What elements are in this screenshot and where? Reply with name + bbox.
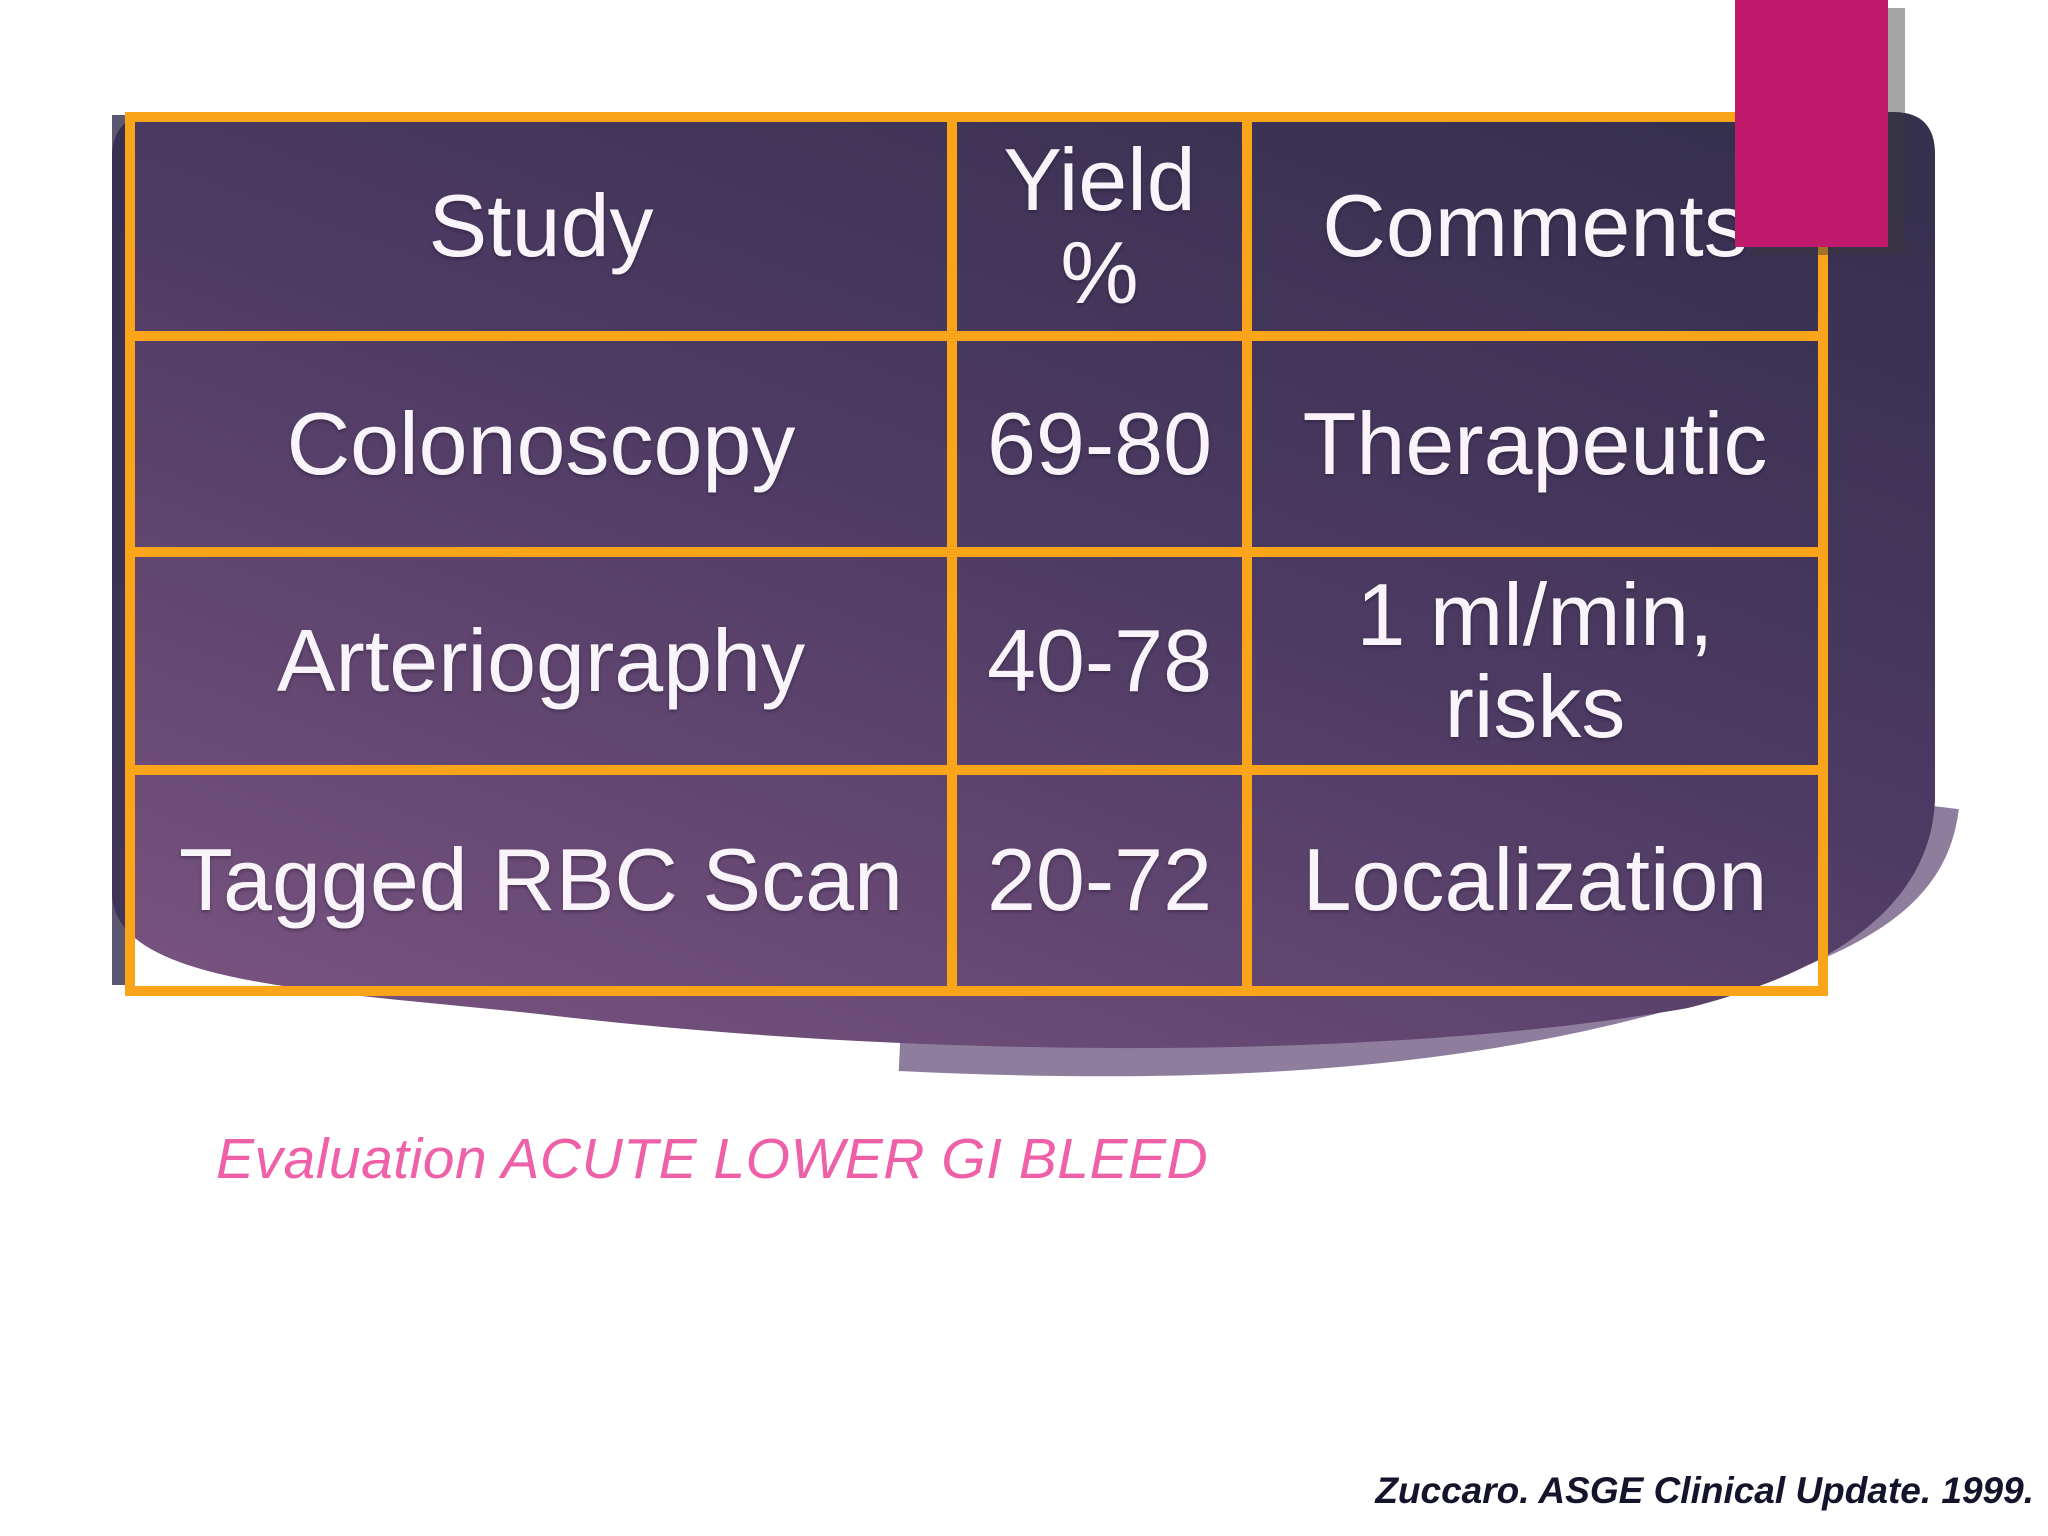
- header-cell-comments: Comments: [1252, 122, 1818, 341]
- accent-rectangle: [1735, 0, 1888, 247]
- slide-caption: Evaluation ACUTE LOWER GI BLEED: [216, 1127, 1209, 1191]
- cell-comments-1: 1 ml/min, risks: [1252, 557, 1818, 775]
- header-cell-yield: Yield %: [957, 122, 1252, 341]
- cell-yield-1: 40-78: [957, 557, 1252, 775]
- study-yield-table: Study Yield % Comments Colonoscopy 69-80…: [125, 112, 1828, 996]
- purple-gradient-panel: [112, 112, 1935, 1049]
- cell-yield-2: 20-72: [957, 775, 1252, 986]
- cell-study-1: Arteriography: [135, 557, 957, 775]
- panel-left-edge-shade: [112, 115, 125, 985]
- cell-study-2: Tagged RBC Scan: [135, 775, 957, 986]
- cell-yield-0: 69-80: [957, 341, 1252, 557]
- cell-study-0: Colonoscopy: [135, 341, 957, 557]
- citation-text: Zuccaro. ASGE Clinical Update. 1999.: [1375, 1470, 2034, 1511]
- cell-comments-0: Therapeutic: [1252, 341, 1818, 557]
- cell-comments-2: Localization: [1302, 830, 1768, 930]
- header-cell-study: Study: [135, 122, 957, 341]
